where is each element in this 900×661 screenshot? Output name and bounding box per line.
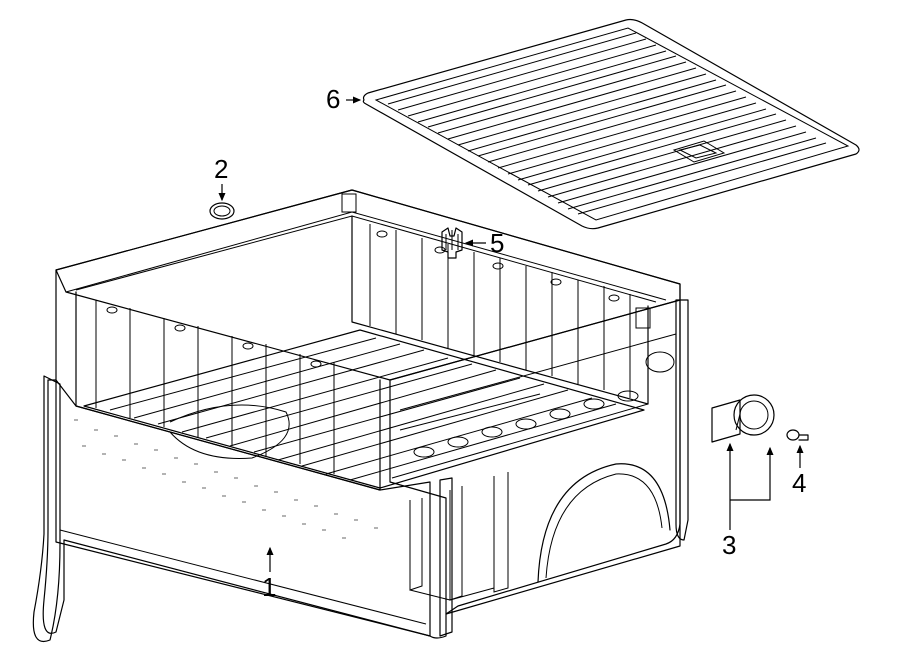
bed-mat-liner <box>363 20 859 229</box>
callout-1-label: 1 <box>262 572 276 602</box>
callout-3-label: 3 <box>722 530 736 560</box>
callout-6-label: 6 <box>326 84 340 114</box>
callout-5-label: 5 <box>490 228 504 258</box>
callout-4-label: 4 <box>792 468 806 498</box>
plug-oval <box>210 203 234 219</box>
callout-2-label: 2 <box>214 154 228 184</box>
fuel-door-cap-assembly <box>712 395 774 442</box>
parts-diagram: 1 2 3 4 5 6 <box>0 0 900 661</box>
fastener-clip <box>442 228 462 258</box>
retainer-clip-small <box>787 430 808 440</box>
truck-bed-assembly <box>33 190 688 641</box>
